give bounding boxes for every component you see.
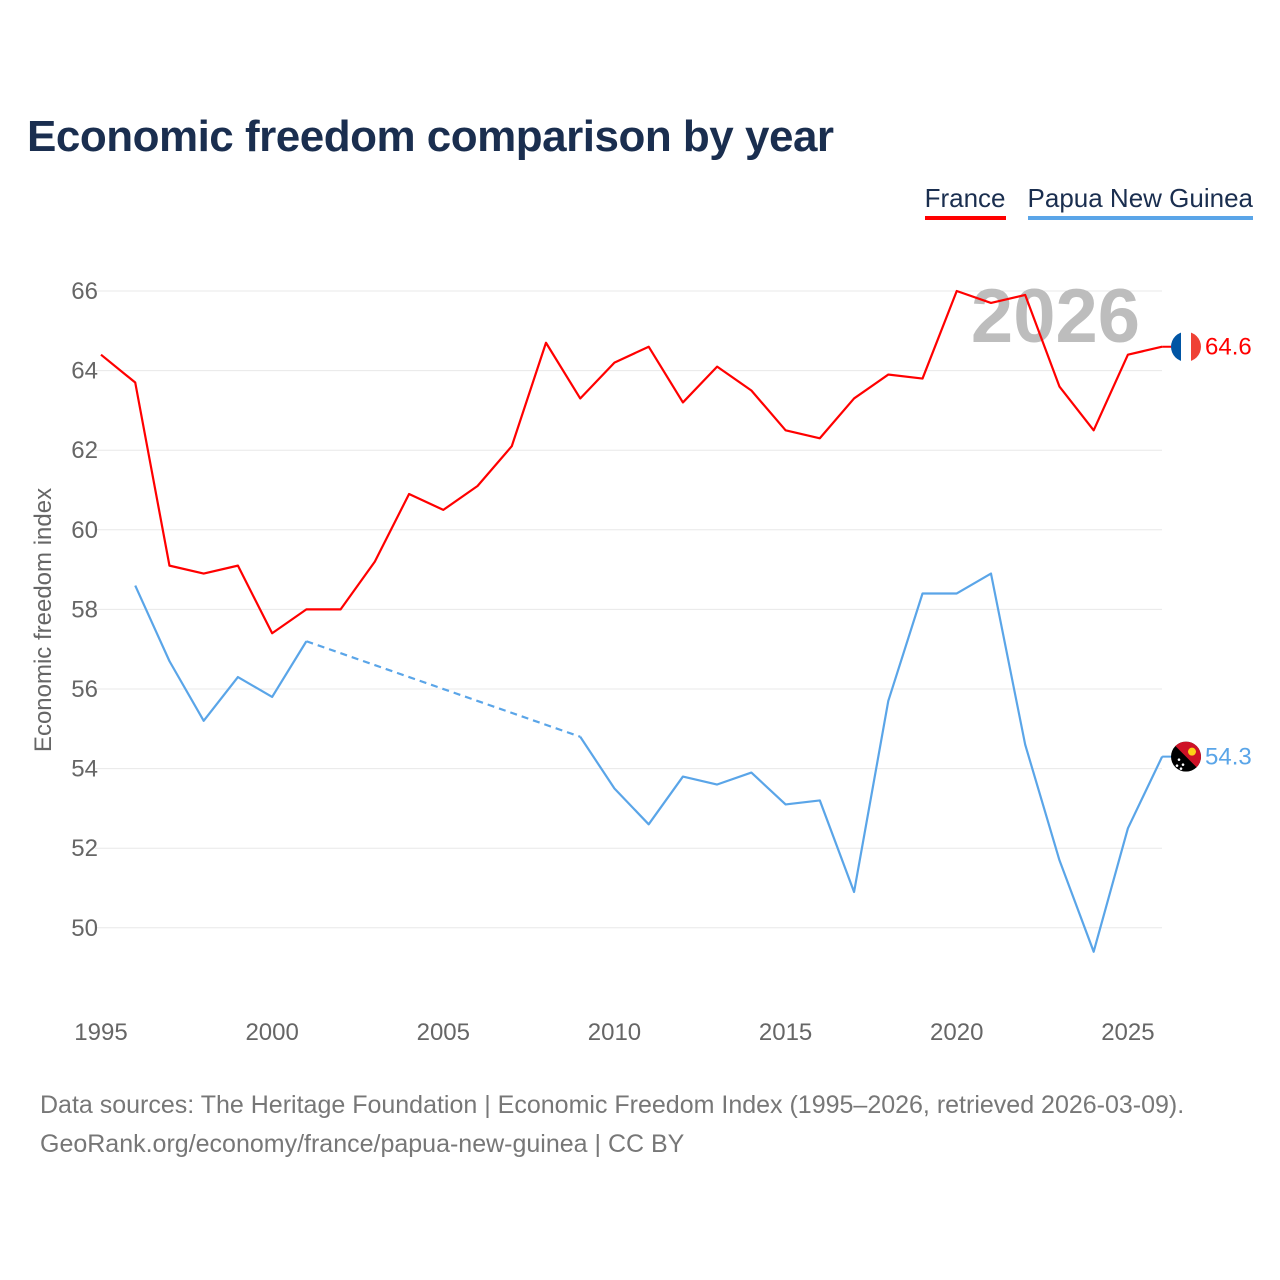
x-tick-label: 1995: [74, 1019, 127, 1046]
papua-new-guinea-flag-icon: [1171, 741, 1201, 772]
source-line-1: Data sources: The Heritage Foundation | …: [40, 1091, 1185, 1119]
y-tick-label: 62: [71, 437, 98, 464]
year-watermark: 2026: [971, 274, 1140, 359]
x-tick-label: 2025: [1101, 1019, 1154, 1046]
y-tick-label: 56: [71, 676, 98, 703]
flag-star: [1179, 767, 1183, 770]
series-france: 64.6: [100, 289, 1252, 635]
series-gap-line: [306, 640, 581, 738]
source-note: Data sources: The Heritage Foundation | …: [40, 1086, 1184, 1164]
flag-bird: [1188, 747, 1196, 756]
series-papua-new-guinea: 54.3: [134, 572, 1252, 953]
y-tick-label: 50: [71, 915, 98, 942]
x-tick-label: 2000: [245, 1019, 298, 1046]
end-value-label: 64.6: [1205, 334, 1252, 361]
flag-star: [1175, 764, 1179, 767]
flag-body: [1171, 741, 1201, 772]
legend-papua-new-guinea[interactable]: Papua New Guinea: [1027, 183, 1253, 220]
x-tick-label: 2005: [417, 1019, 470, 1046]
x-tick-label: 2020: [930, 1019, 983, 1046]
flag-body: [1171, 331, 1201, 362]
y-axis-label: Economic freedom index: [30, 488, 57, 752]
flag-blue: [1171, 331, 1181, 362]
source-line-2[interactable]: GeoRank.org/economy/france/papua-new-gui…: [40, 1130, 685, 1158]
france-flag-icon: [1171, 331, 1201, 362]
series-line: [134, 585, 308, 722]
y-tick-label: 60: [71, 517, 98, 544]
y-tick-label: 52: [71, 835, 98, 862]
legend-france[interactable]: France: [924, 183, 1006, 220]
y-tick-label: 58: [71, 596, 98, 623]
x-tick-label: 2010: [588, 1019, 641, 1046]
flag-red: [1191, 331, 1201, 362]
flag-star: [1181, 763, 1185, 766]
y-tick-label: 54: [71, 756, 98, 783]
end-value-label: 54.3: [1205, 744, 1252, 771]
y-tick-label: 66: [71, 278, 98, 305]
series-line: [100, 289, 1163, 635]
x-tick-label: 2015: [759, 1019, 812, 1046]
chart-title: Economic freedom comparison by year: [27, 112, 834, 161]
y-tick-label: 64: [71, 358, 98, 385]
flag-white: [1181, 331, 1191, 362]
legend: France Papua New Guinea: [924, 183, 1253, 220]
flag-star: [1177, 758, 1181, 761]
series-line: [579, 572, 1164, 953]
